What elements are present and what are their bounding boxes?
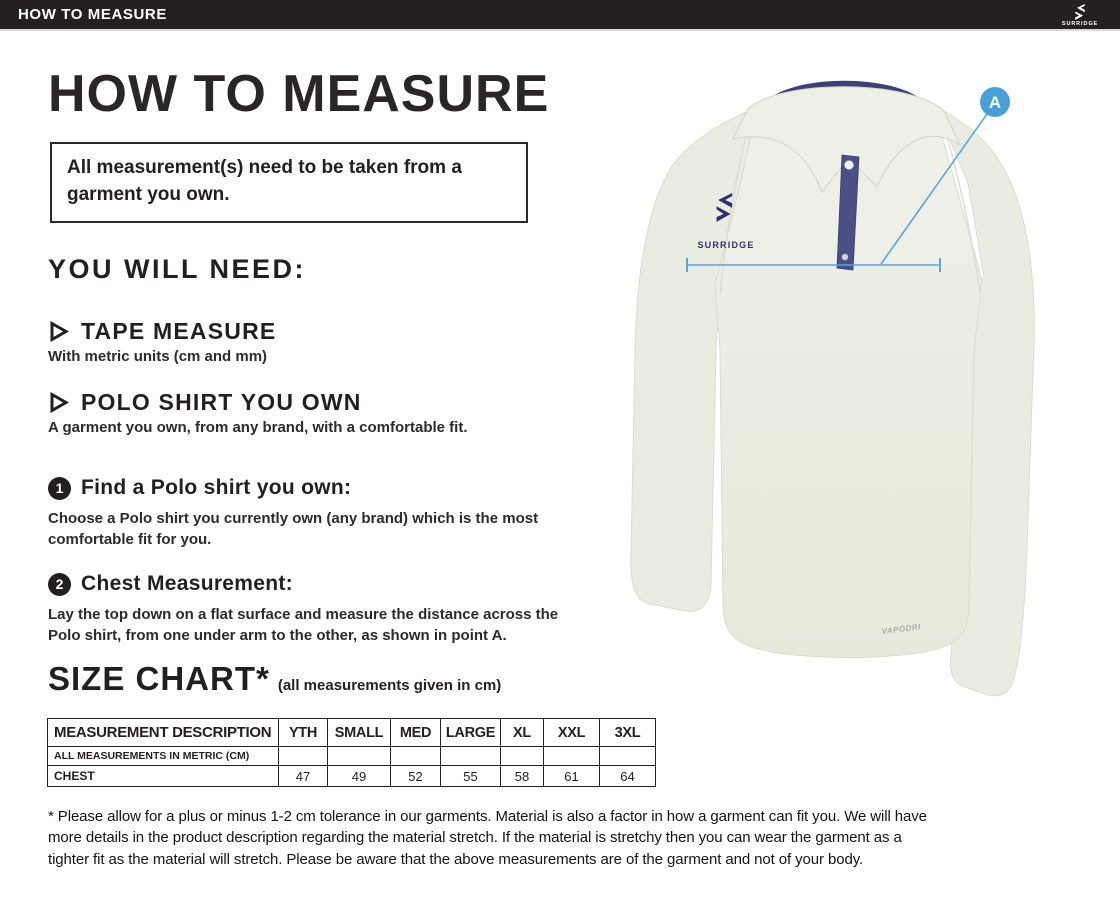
top-bar-title: HOW TO MEASURE xyxy=(18,6,167,23)
shirt-left-sleeve xyxy=(630,108,755,612)
table-cell: 55 xyxy=(440,765,501,787)
column-header: SMALL xyxy=(327,718,391,747)
triangle-bullet-icon xyxy=(50,392,69,413)
table-cell: 47 xyxy=(278,765,328,787)
row-label: ALL MEASUREMENTS IN METRIC (CM) xyxy=(47,746,279,766)
table-row: CHEST 47 49 52 55 58 61 64 xyxy=(47,765,656,787)
step-description: Choose a Polo shirt you currently own (a… xyxy=(48,510,539,548)
table-cell xyxy=(500,746,544,766)
surridge-s-icon xyxy=(1075,3,1085,20)
table-cell xyxy=(440,746,501,766)
column-header: MEASUREMENT DESCRIPTION xyxy=(47,718,279,747)
step-number-badge: 1 xyxy=(48,476,71,500)
shirt-button xyxy=(841,253,849,261)
row-label: CHEST xyxy=(47,765,279,787)
need-item-polo-shirt: POLO SHIRT YOU OWN A garment you own, fr… xyxy=(48,389,467,436)
table-cell: 64 xyxy=(599,765,656,787)
column-header: MED xyxy=(390,718,441,747)
step-description: Lay the top down on a flat surface and m… xyxy=(48,606,559,644)
column-header: XL xyxy=(500,718,544,747)
size-chart-table: MEASUREMENT DESCRIPTION YTH SMALL MED LA… xyxy=(47,718,656,787)
tolerance-footnote: * Please allow for a plus or minus 1-2 c… xyxy=(48,808,927,868)
table-cell xyxy=(278,746,328,766)
annotation-leader-line xyxy=(880,113,988,265)
step-title: Find a Polo shirt you own: xyxy=(81,476,352,499)
need-item-description: A garment you own, from any brand, with … xyxy=(48,419,468,436)
column-header: 3XL xyxy=(599,718,656,747)
column-header: YTH xyxy=(278,718,328,747)
point-a-label: A xyxy=(989,93,1001,112)
need-item-description: With metric units (cm and mm) xyxy=(48,348,268,365)
size-chart-subtitle: (all measurements given in cm) xyxy=(277,677,502,694)
table-cell: 61 xyxy=(543,765,600,787)
surridge-logo: SURRIDGE xyxy=(1052,1,1108,29)
need-item-tape-measure: TAPE MEASURE With metric units (cm and m… xyxy=(48,318,276,365)
point-a-marker xyxy=(980,87,1010,117)
table-cell: 49 xyxy=(327,765,391,787)
size-chart-heading: SIZE CHART* (all measurements given in cm… xyxy=(48,660,501,698)
table-cell: 52 xyxy=(390,765,441,787)
size-chart-title: SIZE CHART* xyxy=(48,660,270,697)
need-item-label: POLO SHIRT YOU OWN xyxy=(81,389,362,415)
step-1: 1 Find a Polo shirt you own: Choose a Po… xyxy=(48,476,593,550)
shirt-brand-text: SURRIDGE xyxy=(697,240,754,250)
top-bar: HOW TO MEASURE SURRIDGE xyxy=(0,0,1120,31)
shirt-chest-logo: SURRIDGE xyxy=(697,193,754,250)
product-image-polo-shirt: SURRIDGE VAPODRI A xyxy=(630,80,1035,697)
table-cell xyxy=(327,746,391,766)
page-title: HOW TO MEASURE xyxy=(48,65,550,123)
shirt-placket xyxy=(836,154,860,271)
triangle-bullet-icon xyxy=(50,321,69,342)
table-row: ALL MEASUREMENTS IN METRIC (CM) xyxy=(47,746,656,766)
column-header: XXL xyxy=(543,718,600,747)
need-item-label: TAPE MEASURE xyxy=(81,318,277,344)
table-cell xyxy=(390,746,441,766)
step-number-badge: 2 xyxy=(48,572,71,596)
shirt-button xyxy=(843,159,855,171)
surridge-wordmark: SURRIDGE xyxy=(1061,20,1099,27)
column-header: LARGE xyxy=(440,718,501,747)
step-title: Chest Measurement: xyxy=(81,572,293,595)
notice-box: All measurement(s) need to be taken from… xyxy=(50,142,528,223)
step-2: 2 Chest Measurement: Lay the top down on… xyxy=(48,572,580,646)
you-will-need-heading: YOU WILL NEED: xyxy=(48,254,307,284)
table-cell xyxy=(543,746,600,766)
table-cell: 58 xyxy=(500,765,544,787)
table-cell xyxy=(599,746,656,766)
table-header-row: MEASUREMENT DESCRIPTION YTH SMALL MED LA… xyxy=(47,718,656,747)
shirt-collar xyxy=(732,86,962,193)
